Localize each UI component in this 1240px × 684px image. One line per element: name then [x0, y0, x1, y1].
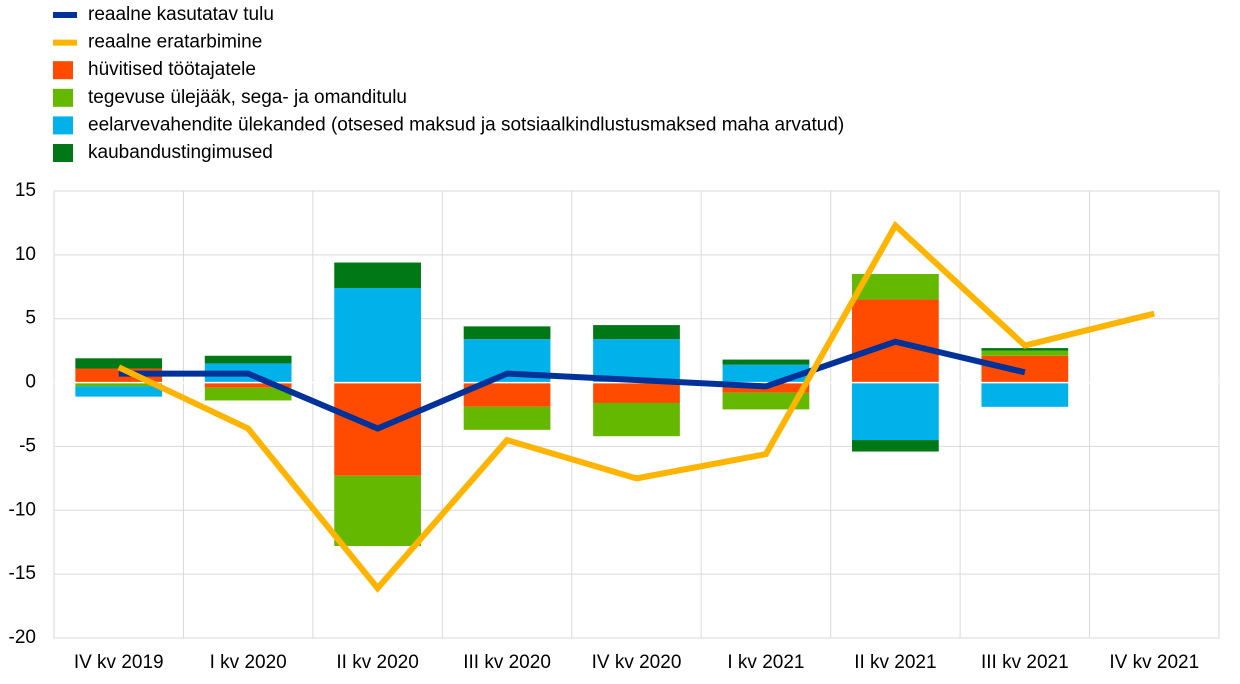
x-tick-label: II kv 2020	[336, 652, 418, 673]
bar-segment	[75, 358, 163, 369]
x-tick-label: II kv 2021	[854, 652, 936, 673]
bar-segment	[463, 406, 551, 430]
bar-segment	[204, 355, 292, 364]
legend-swatch	[53, 144, 73, 162]
bar-segment	[722, 359, 810, 365]
y-tick-label: 5	[25, 308, 36, 329]
y-tick-label: 15	[15, 180, 36, 201]
bar-segment	[204, 387, 292, 401]
x-tick-label: I kv 2020	[210, 652, 287, 673]
bar-segment	[593, 339, 680, 383]
bar-segment	[75, 386, 163, 397]
legend-swatch	[53, 88, 73, 107]
line-series	[118, 338, 1026, 432]
y-tick-label: -10	[9, 499, 36, 520]
bar-segment	[852, 382, 939, 441]
y-tick-label: -20	[9, 627, 36, 648]
x-tick-label: III kv 2021	[981, 652, 1069, 673]
bar-segment	[334, 475, 421, 547]
bar-segment	[981, 348, 1069, 351]
bar-segment	[722, 392, 810, 410]
legend-label: reaalne eratarbimine	[88, 32, 262, 53]
legend-label: kaubandustingimused	[88, 142, 273, 163]
bar-segment	[334, 288, 421, 383]
bar-segment	[463, 326, 551, 340]
bar-segment	[334, 262, 421, 289]
y-tick-label: -5	[19, 435, 36, 456]
x-tick-label: I kv 2021	[727, 652, 804, 673]
bar-segment	[852, 440, 939, 452]
bar-segment	[593, 403, 680, 437]
bar-segment	[75, 382, 163, 387]
x-tick-label: IV kv 2020	[592, 652, 682, 673]
bar-segment	[593, 382, 680, 404]
legend-label: hüvitised töötajatele	[88, 59, 256, 80]
legend-label: eelarvevahendite ülekanded (otsesed maks…	[88, 114, 844, 135]
legend-swatch	[53, 61, 73, 80]
x-tick-label: IV kv 2021	[1109, 652, 1199, 673]
bar-segment	[593, 325, 680, 340]
y-tick-label: 10	[15, 244, 36, 265]
bar-segment	[981, 382, 1069, 407]
legend-label: tegevuse ülejääk, sega- ja omanditulu	[88, 87, 407, 108]
line-series	[117, 220, 1155, 593]
bar-segment	[981, 355, 1069, 383]
bar-segment	[204, 382, 292, 388]
legend-swatch	[53, 116, 73, 135]
legend-label: reaalne kasutatav tulu	[88, 4, 274, 25]
bar-segment	[981, 350, 1069, 356]
x-tick-label: III kv 2020	[463, 652, 551, 673]
x-tick-label: IV kv 2019	[74, 652, 164, 673]
y-tick-label: -15	[9, 563, 36, 584]
y-tick-label: 0	[25, 372, 36, 393]
